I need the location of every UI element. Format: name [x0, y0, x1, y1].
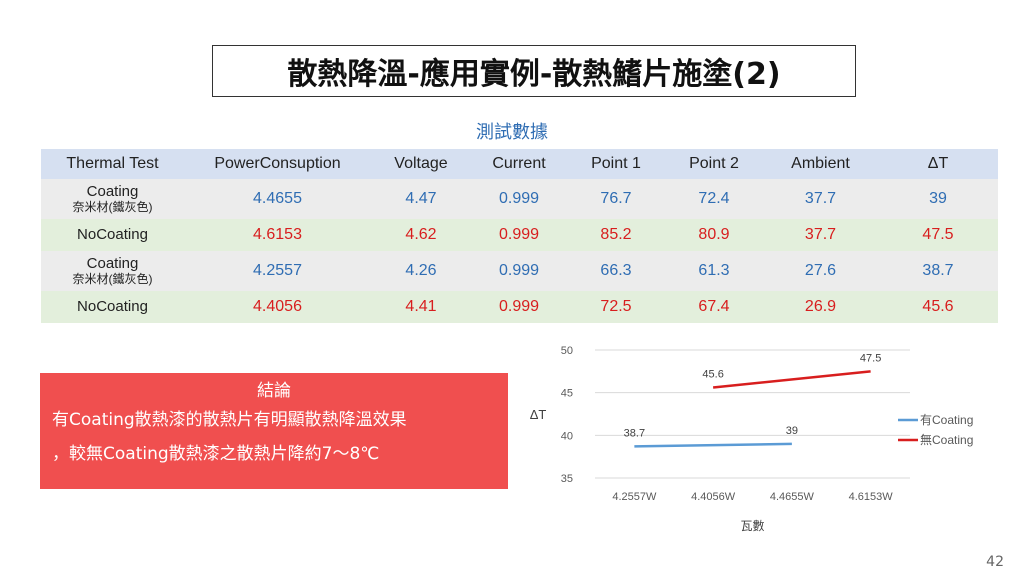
cell-delta-t: 47.5 — [922, 226, 954, 243]
y-tick-label: 40 — [561, 430, 573, 442]
legend-label: 有Coating — [920, 413, 973, 427]
cell-ambient: 27.6 — [804, 262, 837, 279]
cell-delta-t: 45.6 — [922, 298, 954, 315]
row-label: NoCoating — [41, 219, 184, 251]
y-tick-label: 35 — [561, 473, 573, 485]
header-voltage: Voltage — [394, 155, 448, 172]
table-row: NoCoating 4.6153 4.62 0.999 85.2 80.9 37… — [41, 219, 998, 251]
page-number: 42 — [986, 554, 1004, 570]
cell-power: 4.4655 — [253, 190, 302, 207]
y-tick-label: 50 — [561, 345, 573, 357]
header-current: Current — [492, 155, 546, 172]
row-label-main: NoCoating — [77, 298, 148, 315]
thermal-test-table: Thermal Test PowerConsuption Voltage Cur… — [41, 149, 998, 323]
row-label: Coating 奈米材(鐵灰色) — [41, 179, 184, 219]
cell-current: 0.999 — [498, 298, 540, 315]
legend-label: 無Coating — [920, 432, 973, 447]
cell-point2: 72.4 — [698, 190, 730, 207]
data-label: 39 — [786, 425, 798, 437]
row-label-main: Coating — [86, 183, 139, 200]
delta-t-line-chart: 35 40 45 50 4.2557W 4.4056W 4.4655W 4.6153W ΔT 瓦數… — [530, 345, 974, 533]
row-label: NoCoating — [41, 291, 184, 323]
cell-point1: 72.5 — [600, 298, 632, 315]
row-label-main: Coating — [86, 255, 139, 272]
cell-ambient: 37.7 — [804, 226, 837, 243]
cell-delta-t: 39 — [929, 190, 947, 207]
header-delta-t: ΔT — [927, 155, 949, 172]
cell-ambient: 26.9 — [804, 298, 837, 315]
cell-point2: 67.4 — [698, 298, 730, 315]
cell-point1: 76.7 — [600, 190, 632, 207]
x-tick-label: 4.4056W — [691, 491, 736, 503]
cell-current: 0.999 — [498, 190, 540, 207]
cell-current: 0.999 — [498, 226, 540, 243]
page-title: 散熱降溫-應用實例-散熱鰭片施塗(2) — [212, 45, 856, 97]
x-axis-title: 瓦數 — [740, 519, 764, 533]
cell-voltage: 4.47 — [405, 190, 437, 207]
x-tick-label: 4.2557W — [612, 491, 657, 503]
header-point1: Point 1 — [591, 155, 641, 172]
header-power: PowerConsuption — [214, 155, 341, 172]
cell-point1: 85.2 — [600, 226, 632, 243]
cell-point1: 66.3 — [600, 262, 632, 279]
data-label: 45.6 — [702, 369, 723, 381]
cell-power: 4.4056 — [253, 298, 302, 315]
conclusion-line-1: 有Coating散熱漆的散熱片有明顯散熱降溫效果 — [52, 410, 407, 430]
cell-point2: 80.9 — [698, 226, 730, 243]
cell-voltage: 4.41 — [405, 298, 437, 315]
table-row: NoCoating 4.4056 4.41 0.999 72.5 67.4 26… — [41, 291, 998, 323]
cell-power: 4.6153 — [253, 226, 302, 243]
y-axis-title: ΔT — [530, 407, 547, 422]
header-thermal-test: Thermal Test — [66, 155, 159, 172]
data-label: 47.5 — [860, 352, 881, 364]
cell-delta-t: 38.7 — [922, 262, 954, 279]
header-point2: Point 2 — [689, 155, 739, 172]
cell-voltage: 4.62 — [405, 226, 437, 243]
row-label-sub: 奈米材(鐵灰色) — [72, 200, 153, 214]
cell-point2: 61.3 — [698, 262, 730, 279]
x-tick-label: 4.4655W — [770, 491, 815, 503]
row-label-main: NoCoating — [77, 226, 148, 243]
table-header-row: Thermal Test PowerConsuption Voltage Cur… — [41, 149, 998, 179]
row-label: Coating 奈米材(鐵灰色) — [41, 251, 184, 291]
cell-power: 4.2557 — [253, 262, 302, 279]
conclusion-heading: 結論 — [257, 381, 291, 401]
conclusion-line-2: ，較無Coating散熱漆之散熱片降約7～8℃ — [52, 444, 380, 464]
table-row: Coating 奈米材(鐵灰色) 4.4655 4.47 0.999 76.7 … — [41, 179, 998, 219]
series-line-0 — [634, 442, 792, 448]
cell-ambient: 37.7 — [804, 190, 837, 207]
table-row: Coating 奈米材(鐵灰色) 4.2557 4.26 0.999 66.3 … — [41, 251, 998, 291]
series-line-1 — [712, 370, 871, 389]
x-tick-label: 4.6153W — [849, 491, 894, 503]
y-tick-label: 45 — [561, 388, 573, 400]
cell-current: 0.999 — [498, 262, 540, 279]
conclusion-box: 結論 有Coating散熱漆的散熱片有明顯散熱降溫效果 ，較無Coating散熱… — [40, 373, 508, 489]
header-ambient: Ambient — [791, 155, 850, 172]
cell-voltage: 4.26 — [405, 262, 437, 279]
table-title: 測試數據 — [476, 122, 548, 143]
data-label: 38.7 — [624, 427, 645, 439]
row-label-sub: 奈米材(鐵灰色) — [72, 272, 153, 286]
